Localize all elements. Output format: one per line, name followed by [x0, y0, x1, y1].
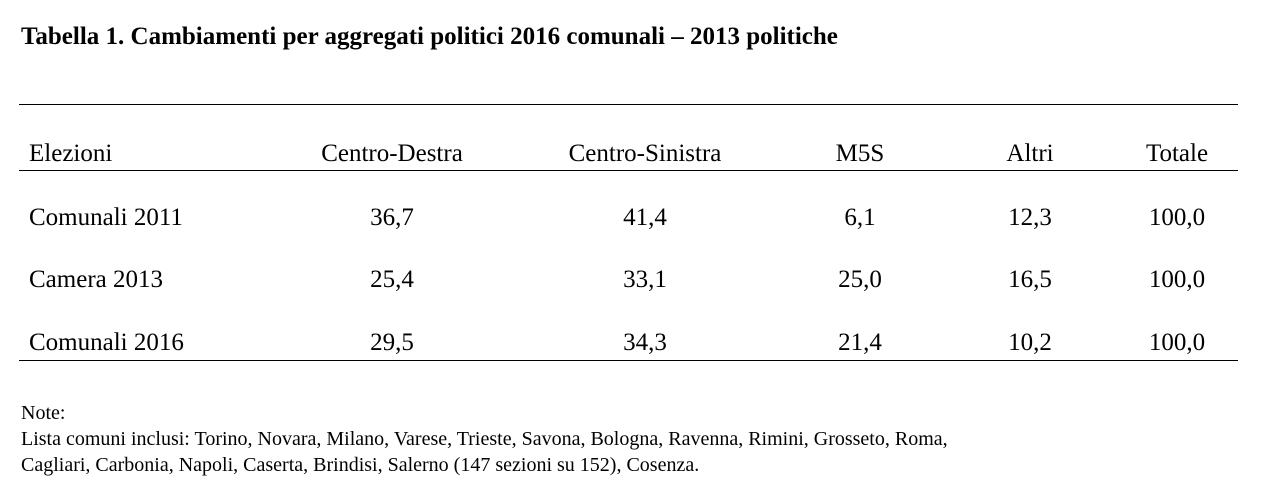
- cell-altri: 16,5: [1008, 266, 1052, 293]
- notes-label: Note:: [21, 402, 66, 424]
- header-centro-destra: Centro-Destra: [321, 140, 463, 167]
- table-title: Tabella 1. Cambiamenti per aggregati pol…: [21, 23, 838, 50]
- table-header-rule: [19, 170, 1238, 171]
- cell-totale: 100,0: [1148, 329, 1206, 356]
- row-label: Comunali 2016: [29, 329, 184, 356]
- table-top-rule: [19, 104, 1238, 105]
- header-totale: Totale: [1145, 140, 1209, 167]
- cell-centro-sinistra: 34,3: [623, 329, 667, 356]
- row-label: Comunali 2011: [29, 204, 183, 231]
- notes-line-2: Cagliari, Carbonia, Napoli, Caserta, Bri…: [21, 454, 700, 476]
- cell-centro-destra: 36,7: [370, 204, 414, 231]
- cell-totale: 100,0: [1148, 204, 1206, 231]
- header-altri: Altri: [1006, 140, 1054, 167]
- cell-m5s: 21,4: [838, 329, 882, 356]
- cell-centro-destra: 29,5: [370, 329, 414, 356]
- header-elezioni: Elezioni: [29, 140, 113, 167]
- header-m5s: M5S: [835, 140, 885, 167]
- cell-centro-destra: 25,4: [370, 266, 414, 293]
- notes-section: Note: Lista comuni inclusi: Torino, Nova…: [21, 400, 1251, 478]
- notes-line-1: Lista comuni inclusi: Torino, Novara, Mi…: [21, 428, 948, 450]
- cell-centro-sinistra: 33,1: [623, 266, 667, 293]
- cell-altri: 12,3: [1008, 204, 1052, 231]
- header-centro-sinistra: Centro-Sinistra: [568, 140, 722, 167]
- cell-totale: 100,0: [1148, 266, 1206, 293]
- table-bottom-rule: [19, 360, 1238, 361]
- cell-m5s: 25,0: [838, 266, 882, 293]
- cell-m5s: 6,1: [844, 204, 876, 231]
- cell-altri: 10,2: [1008, 329, 1052, 356]
- row-label: Camera 2013: [29, 266, 163, 293]
- cell-centro-sinistra: 41,4: [623, 204, 667, 231]
